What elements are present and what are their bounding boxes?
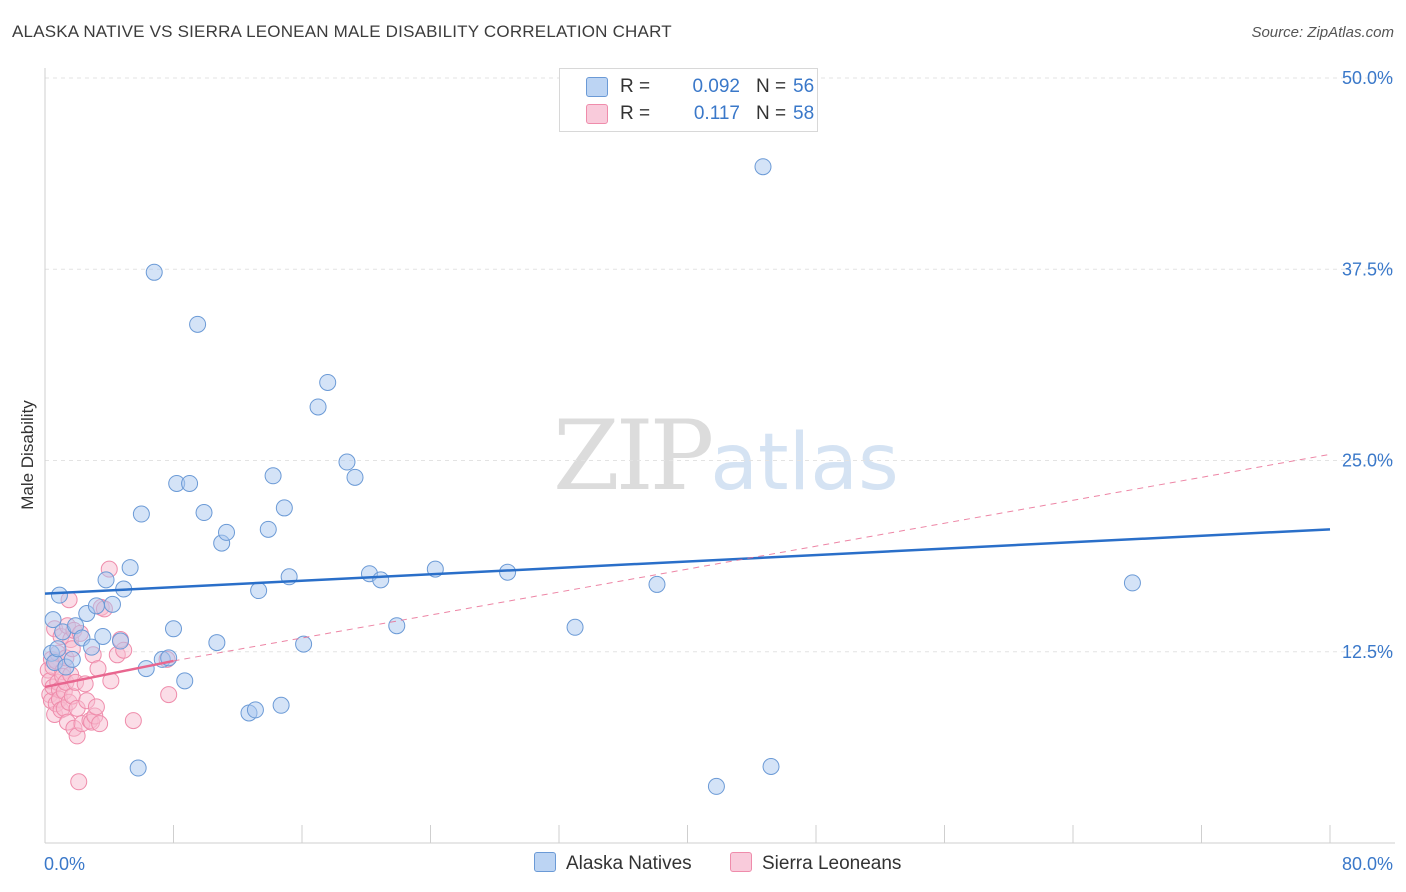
alaska-native-point bbox=[49, 640, 67, 658]
legend-n-label: N = bbox=[756, 103, 787, 124]
trend-layer bbox=[44, 453, 1331, 689]
legend-n-value: 56 bbox=[793, 76, 815, 97]
alaska-native-point bbox=[264, 467, 282, 485]
alaska-native-point bbox=[208, 634, 226, 652]
x-tick-label: 80.0% bbox=[1342, 854, 1393, 874]
alaska-native-point bbox=[195, 504, 213, 522]
x-tick-label: 0.0% bbox=[44, 854, 85, 874]
sierra-leonean-point bbox=[87, 698, 105, 716]
alaska-native-point bbox=[259, 520, 277, 538]
grid-layer bbox=[45, 77, 1395, 653]
sierra-leonean-point bbox=[91, 715, 109, 733]
alaska-native-point bbox=[754, 158, 772, 176]
alaska-native-point bbox=[111, 632, 129, 650]
alaska-native-point bbox=[250, 582, 268, 600]
y-tick-label: 37.5% bbox=[1342, 259, 1393, 279]
alaska-native-point bbox=[272, 696, 290, 714]
alaska-natives-trendline bbox=[44, 528, 1331, 595]
alaska-native-point bbox=[319, 373, 337, 391]
alaska-natives-points bbox=[42, 158, 1141, 795]
legend-n-label: N = bbox=[756, 76, 787, 97]
alaska-native-point bbox=[50, 586, 68, 604]
sierra-leoneans-trendline bbox=[44, 659, 174, 689]
legend-swatch-pink bbox=[586, 104, 608, 124]
chart-title: ALASKA NATIVE VS SIERRA LEONEAN MALE DIS… bbox=[12, 22, 672, 41]
watermark: ZIPatlas bbox=[553, 400, 899, 512]
axis-layer bbox=[44, 68, 1395, 844]
sierra-leonean-point bbox=[124, 712, 142, 730]
alaska-native-point bbox=[165, 620, 182, 638]
legend-n-value: 58 bbox=[793, 103, 815, 124]
y-tick-label: 12.5% bbox=[1342, 642, 1393, 662]
alaska-native-point bbox=[275, 499, 293, 517]
alaska-native-point bbox=[246, 701, 264, 719]
sierra-leonean-point bbox=[160, 686, 178, 704]
alaska-native-point bbox=[762, 758, 780, 775]
alaska-native-point bbox=[132, 505, 150, 523]
bottom-legend-swatch-pink bbox=[730, 852, 752, 872]
alaska-native-point bbox=[176, 672, 194, 690]
legend-swatch-blue bbox=[586, 77, 608, 97]
alaska-native-point bbox=[181, 474, 199, 492]
tick-labels: 12.5% 25.0% 37.5% 50.0% 0.0% 80.0% bbox=[44, 68, 1393, 874]
legend-r-value: 0.117 bbox=[693, 103, 740, 124]
alaska-native-point bbox=[121, 559, 139, 577]
alaska-native-point bbox=[63, 650, 81, 668]
alaska-native-point bbox=[566, 618, 584, 636]
alaska-native-point bbox=[295, 635, 313, 653]
alaska-native-point bbox=[338, 453, 356, 471]
sierra-leoneans-trendline-dashed bbox=[173, 453, 1331, 662]
alaska-native-point bbox=[145, 263, 163, 281]
y-tick-label: 25.0% bbox=[1342, 451, 1393, 471]
alaska-native-point bbox=[129, 759, 147, 777]
alaska-native-point bbox=[648, 575, 666, 593]
alaska-native-point bbox=[499, 563, 517, 581]
alaska-native-point bbox=[189, 315, 207, 333]
alaska-native-point bbox=[1123, 574, 1141, 592]
source-label: Source: ZipAtlas.com bbox=[1251, 24, 1394, 41]
alaska-native-point bbox=[83, 638, 101, 656]
alaska-native-point bbox=[103, 595, 121, 613]
bottom-legend-swatch-blue bbox=[534, 852, 556, 872]
alaska-native-point bbox=[44, 611, 62, 629]
watermark-zip: ZIP bbox=[553, 400, 714, 512]
y-axis-label: Male Disability bbox=[18, 400, 37, 510]
bottom-legend-alaska-natives: Alaska Natives bbox=[534, 852, 692, 875]
alaska-native-point bbox=[707, 777, 725, 795]
alaska-native-point bbox=[97, 571, 115, 589]
legend-r-label: R = bbox=[620, 76, 651, 97]
alaska-native-point bbox=[87, 597, 105, 615]
legend-r-value: 0.092 bbox=[692, 76, 740, 97]
bottom-legend-sierra-leoneans: Sierra Leoneans bbox=[730, 852, 901, 875]
alaska-native-point bbox=[94, 627, 112, 645]
legend-r-label: R = bbox=[620, 103, 651, 124]
alaska-native-point bbox=[372, 571, 390, 589]
sierra-leonean-point bbox=[70, 773, 88, 791]
watermark-atlas: atlas bbox=[710, 418, 899, 508]
bottom-legend-label: Alaska Natives bbox=[566, 853, 692, 874]
alaska-native-point bbox=[346, 468, 364, 486]
correlation-legend: R = 0.092 N = 56 R = 0.117 N = 58 bbox=[559, 68, 818, 132]
bottom-legend-label: Sierra Leoneans bbox=[762, 853, 902, 874]
alaska-native-point bbox=[218, 523, 236, 541]
alaska-native-point bbox=[309, 398, 327, 416]
y-tick-label: 50.0% bbox=[1342, 68, 1393, 88]
